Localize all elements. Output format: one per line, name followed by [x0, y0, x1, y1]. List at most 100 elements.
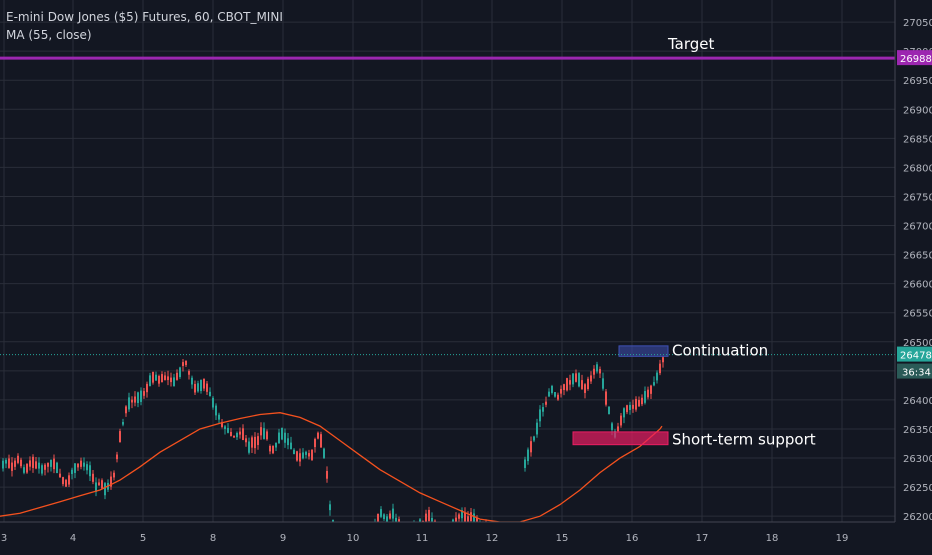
candle-body [626, 405, 628, 413]
candle [116, 451, 118, 463]
price-tick-label: 26650 [903, 251, 932, 262]
candle-body [29, 460, 31, 467]
candle-body [119, 431, 121, 443]
candle [326, 466, 328, 483]
candle [587, 376, 589, 391]
price-tick-label: 26700 [903, 222, 932, 233]
candle-body [164, 375, 166, 380]
candle [131, 396, 133, 409]
candle [242, 424, 244, 441]
candle-body [50, 459, 52, 467]
candle-body [218, 414, 220, 420]
candle [71, 467, 73, 480]
candle-body [593, 368, 595, 375]
candle-body [197, 383, 199, 392]
candle-body [548, 391, 550, 397]
price-tick-label: 26300 [903, 454, 932, 465]
candle-body [59, 473, 61, 478]
candle-body [296, 451, 298, 461]
candle-body [317, 432, 319, 439]
candle-body [545, 401, 547, 405]
candle-body [227, 427, 229, 433]
candle [272, 445, 274, 455]
candle-body [305, 451, 307, 455]
candle-body [470, 512, 472, 522]
continuation-label: Continuation [672, 342, 768, 360]
candle [524, 456, 526, 472]
candle [389, 510, 391, 520]
candle-body [299, 453, 301, 462]
candle-body [134, 396, 136, 403]
candle [563, 383, 565, 396]
candle [104, 482, 106, 500]
candle [68, 472, 70, 487]
candle [101, 478, 103, 489]
candle-body [128, 397, 130, 410]
candle [662, 356, 664, 368]
candle-body [62, 477, 64, 485]
candle-body [641, 397, 643, 405]
candle [146, 381, 148, 398]
candle [56, 461, 58, 474]
candle-body [152, 371, 154, 383]
candle-body [77, 463, 79, 468]
candle [530, 436, 532, 457]
candle [296, 450, 298, 462]
candle-body [572, 373, 574, 385]
candle-body [656, 372, 658, 381]
candle-body [611, 423, 613, 430]
candle-body [557, 394, 559, 400]
time-tick-label: 19 [836, 533, 849, 544]
candle [95, 477, 97, 497]
candle-body [71, 469, 73, 474]
candle [305, 450, 307, 459]
candle [152, 371, 154, 385]
candle [212, 396, 214, 410]
candle-body [530, 441, 532, 453]
candle-body [551, 385, 553, 393]
candle [83, 457, 85, 471]
candle [284, 428, 286, 448]
candle [461, 507, 463, 524]
candle [533, 435, 535, 443]
candle-body [5, 459, 7, 464]
candle-body [560, 388, 562, 394]
candle-body [233, 435, 235, 438]
time-tick-label: 8 [210, 533, 216, 544]
candle [569, 374, 571, 391]
candle-body [326, 470, 328, 479]
candle-body [575, 373, 577, 382]
candle-body [323, 448, 325, 458]
candle [125, 405, 127, 417]
candle [20, 457, 22, 469]
candle-body [272, 445, 274, 454]
candle [545, 396, 547, 408]
candle [323, 447, 325, 460]
support-box [572, 431, 669, 446]
candle [647, 386, 649, 400]
candle-body [116, 454, 118, 460]
candle-body [275, 442, 277, 448]
price-tick-label: 26200 [903, 512, 932, 523]
candle-body [290, 442, 292, 450]
candle [632, 399, 634, 413]
candle [299, 448, 301, 467]
candle [35, 457, 37, 470]
candle-body [74, 463, 76, 473]
candle-body [554, 392, 556, 397]
countdown-badge-text: 36:34 [902, 368, 931, 379]
candle [134, 391, 136, 407]
candle-body [605, 391, 607, 405]
candle [590, 371, 592, 385]
candle [11, 457, 13, 477]
candle [140, 387, 142, 406]
candle-body [662, 357, 664, 363]
candle-body [617, 426, 619, 432]
candle-body [524, 459, 526, 468]
candle-body [113, 472, 115, 478]
candle-body [20, 459, 22, 467]
candle [266, 429, 268, 441]
candle-body [293, 449, 295, 454]
